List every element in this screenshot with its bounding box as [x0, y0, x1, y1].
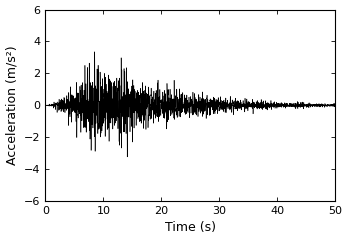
- X-axis label: Time (s): Time (s): [165, 222, 216, 234]
- Y-axis label: Acceleration (m/s²): Acceleration (m/s²): [6, 45, 18, 165]
